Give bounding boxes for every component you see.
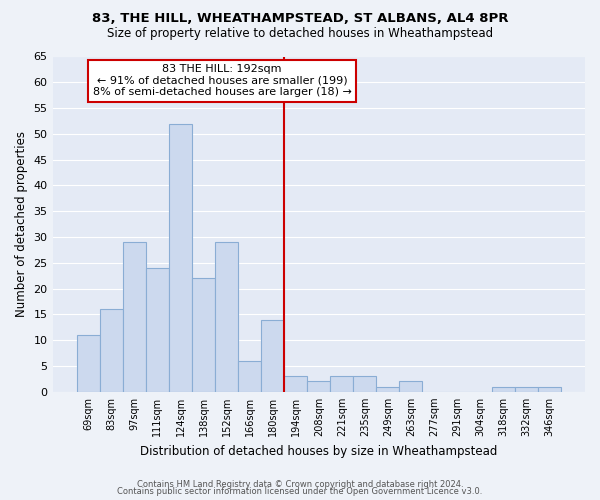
Bar bbox=[238, 361, 261, 392]
Text: Contains public sector information licensed under the Open Government Licence v3: Contains public sector information licen… bbox=[118, 487, 482, 496]
Bar bbox=[261, 320, 284, 392]
Bar bbox=[123, 242, 146, 392]
Text: 83 THE HILL: 192sqm
← 91% of detached houses are smaller (199)
8% of semi-detach: 83 THE HILL: 192sqm ← 91% of detached ho… bbox=[92, 64, 352, 98]
Bar bbox=[146, 268, 169, 392]
Bar bbox=[515, 386, 538, 392]
Bar bbox=[376, 386, 400, 392]
Bar bbox=[169, 124, 192, 392]
Bar bbox=[538, 386, 561, 392]
Y-axis label: Number of detached properties: Number of detached properties bbox=[15, 131, 28, 317]
Bar bbox=[192, 278, 215, 392]
X-axis label: Distribution of detached houses by size in Wheathampstead: Distribution of detached houses by size … bbox=[140, 444, 497, 458]
Bar bbox=[215, 242, 238, 392]
Text: Contains HM Land Registry data © Crown copyright and database right 2024.: Contains HM Land Registry data © Crown c… bbox=[137, 480, 463, 489]
Text: Size of property relative to detached houses in Wheathampstead: Size of property relative to detached ho… bbox=[107, 28, 493, 40]
Bar bbox=[100, 310, 123, 392]
Bar bbox=[491, 386, 515, 392]
Bar bbox=[77, 335, 100, 392]
Bar bbox=[330, 376, 353, 392]
Bar bbox=[307, 382, 330, 392]
Bar bbox=[400, 382, 422, 392]
Bar bbox=[284, 376, 307, 392]
Text: 83, THE HILL, WHEATHAMPSTEAD, ST ALBANS, AL4 8PR: 83, THE HILL, WHEATHAMPSTEAD, ST ALBANS,… bbox=[92, 12, 508, 26]
Bar bbox=[353, 376, 376, 392]
